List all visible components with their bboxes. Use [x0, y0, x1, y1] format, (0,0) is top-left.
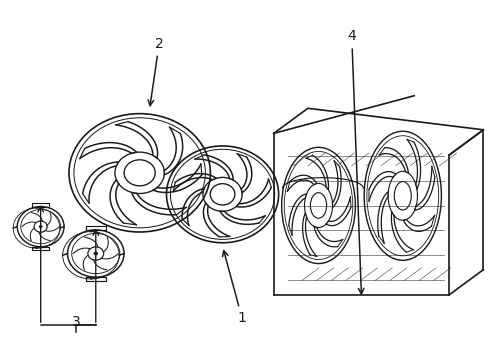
Text: 1: 1: [222, 251, 246, 325]
Ellipse shape: [39, 225, 42, 228]
Ellipse shape: [93, 252, 98, 255]
Text: 4: 4: [346, 30, 363, 294]
Text: 3: 3: [72, 315, 81, 329]
Text: 2: 2: [148, 37, 163, 105]
